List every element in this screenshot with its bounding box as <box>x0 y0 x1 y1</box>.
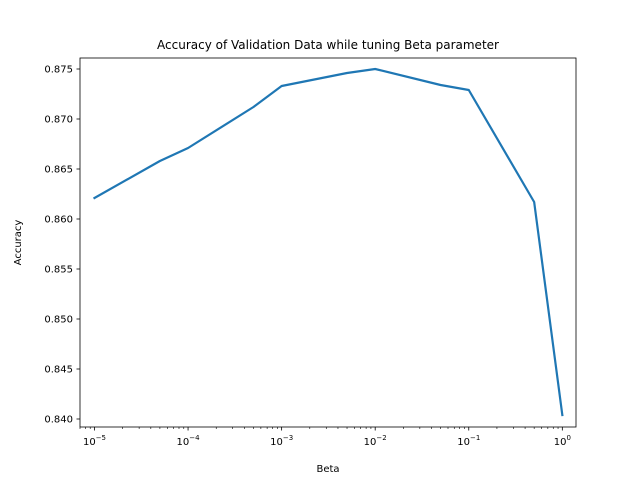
x-tick-label: 10−4 <box>177 434 201 448</box>
y-tick-label: 0.870 <box>44 115 73 126</box>
x-tick-label: 10−5 <box>83 434 106 448</box>
y-tick-label: 0.845 <box>44 365 73 376</box>
x-tick-label: 10−1 <box>457 434 480 448</box>
y-tick-label: 0.875 <box>44 65 73 76</box>
y-axis-label: Accuracy <box>13 220 24 266</box>
y-tick-label: 0.840 <box>44 415 73 426</box>
y-tick-label: 0.850 <box>44 315 73 326</box>
chart-title: Accuracy of Validation Data while tuning… <box>157 38 499 52</box>
y-tick-label: 0.855 <box>44 265 73 276</box>
y-axis: 0.840 0.845 0.850 0.855 0.860 0.865 0.870 0.875 <box>44 65 80 426</box>
y-tick-label: 0.860 <box>44 215 73 226</box>
y-tick-label: 0.865 <box>44 165 73 176</box>
x-tick-label: 100 <box>554 434 571 448</box>
x-axis-label: Beta <box>316 464 339 475</box>
series-layer <box>92 67 564 417</box>
plot-frame <box>79 57 577 428</box>
x-tick-label: 10−2 <box>364 434 387 448</box>
x-axis: 10−5 10−4 10−3 10−2 10−1 100 <box>79 427 571 448</box>
x-tick-label: 10−3 <box>270 434 293 448</box>
